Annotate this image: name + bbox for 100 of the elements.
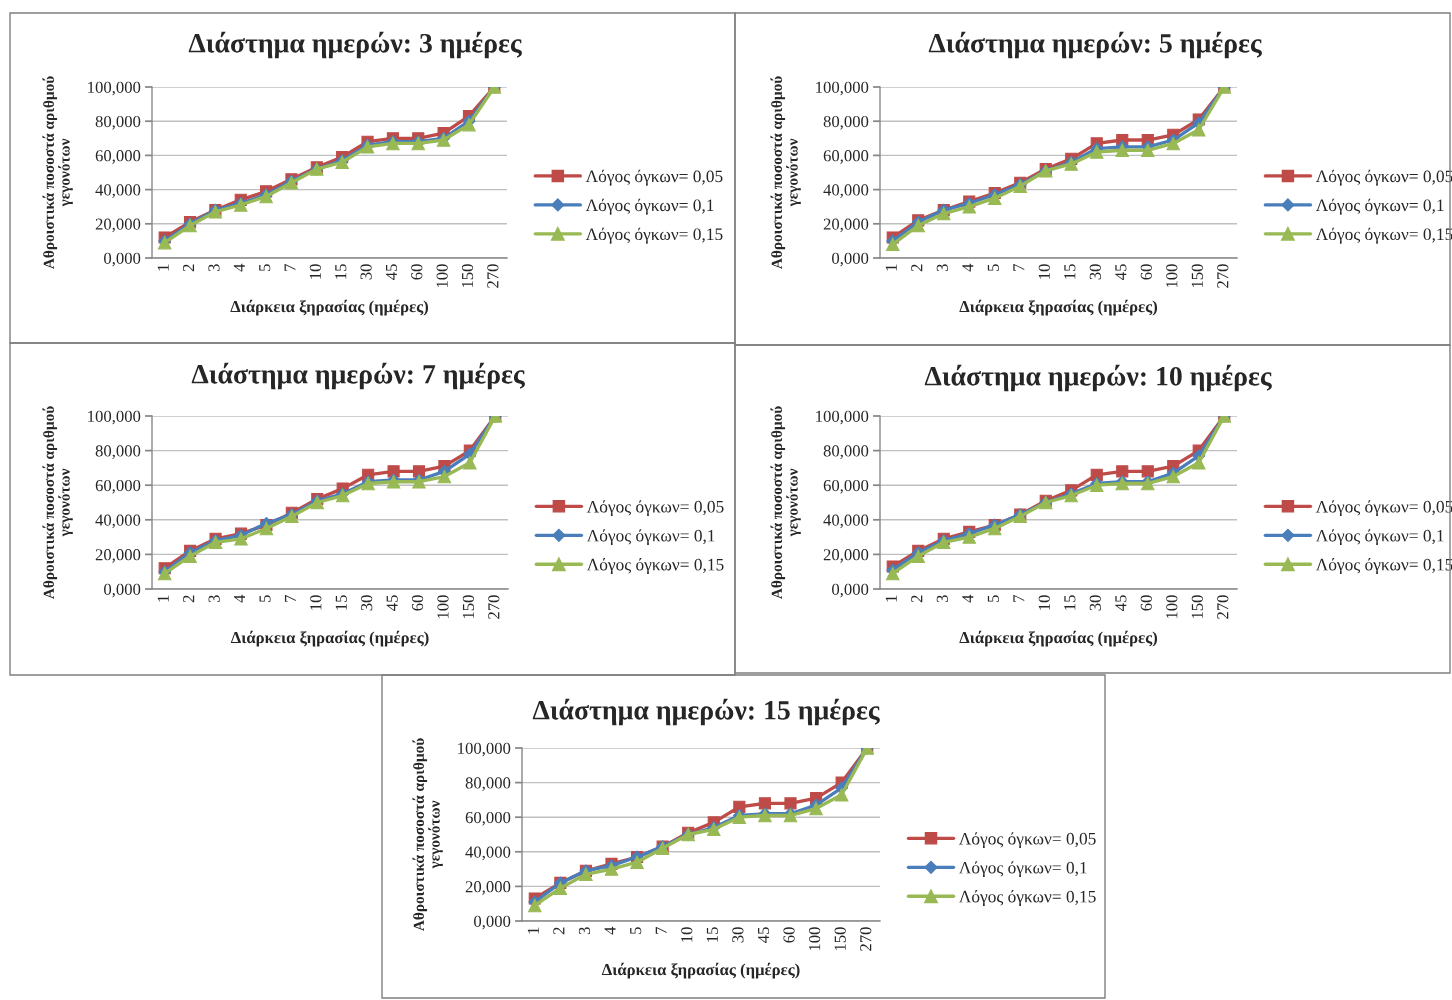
x-tick-label: 1: [885, 595, 897, 602]
x-tick-label: 2: [911, 595, 923, 603]
point: [234, 532, 248, 546]
point: [1191, 122, 1206, 137]
y-tick-label: 20,000: [823, 549, 869, 563]
x-tick-label: 7: [1013, 264, 1025, 271]
x-tick-label: 15: [1064, 595, 1076, 610]
point: [809, 801, 823, 816]
x-tick-label: 60: [1140, 264, 1152, 280]
y-tick-label: 40,000: [823, 514, 869, 529]
y-tick-label: 0,000: [832, 252, 869, 267]
x-tick-label: 10: [310, 595, 322, 610]
point: [1166, 136, 1181, 151]
x-tick-label: 3: [208, 595, 220, 603]
y-tick-label: 60,000: [95, 150, 141, 164]
point: [579, 867, 593, 882]
x-tick-label: 2: [183, 264, 195, 272]
point: [936, 206, 951, 221]
point: [259, 521, 274, 536]
y-tick-label: 40,000: [95, 514, 141, 529]
y-tick-label: 0,000: [104, 252, 141, 267]
x-tick-label: 270: [487, 264, 499, 288]
x-tick-label: 45: [386, 595, 398, 611]
point: [1191, 455, 1206, 470]
x-tick-label: 10: [681, 927, 693, 942]
x-tick-label: 3: [578, 927, 591, 935]
point: [1089, 145, 1104, 159]
x-tick-label: 150: [462, 595, 475, 619]
x-tick-label: 270: [488, 595, 500, 619]
x-axis-title: Διάρκεια ξηρασίας (ημέρες): [230, 299, 429, 316]
x-tick-label: 270: [860, 927, 872, 951]
point: [962, 199, 977, 214]
x-tick-label: 10: [1038, 264, 1050, 279]
x-tick-label: 270: [1217, 595, 1229, 619]
y-tick-label: 60,000: [465, 811, 511, 826]
point: [528, 898, 542, 913]
x-tick-label: 7: [1013, 595, 1025, 602]
x-tick-label: 30: [361, 595, 373, 611]
point: [437, 469, 452, 484]
y-tick-label: 80,000: [823, 115, 869, 130]
x-tick-label: 45: [1115, 595, 1127, 611]
x-tick-label: 4: [962, 263, 974, 272]
y-tick-label: 40,000: [95, 184, 141, 198]
x-tick-label: 15: [1064, 264, 1076, 279]
point: [1140, 143, 1155, 158]
y-axis-title: Αθροιστικά ποσοστά αριθμού γεγονότων: [42, 76, 73, 270]
legend-label: Λόγος όγκων= 0,15: [585, 227, 723, 244]
y-tick-label: 0,000: [104, 583, 141, 598]
y-tick-label: 60,000: [95, 479, 141, 494]
x-tick-label: 15: [706, 927, 718, 942]
point: [885, 566, 900, 581]
y-tick-label: 100,000: [458, 742, 511, 757]
y-tick-label: 80,000: [823, 445, 869, 459]
legend-label: Λόγος όγκων= 0,1: [585, 198, 714, 215]
point: [885, 237, 900, 252]
x-axis-title: Διάρκεια ξηρασίας (ημέρες): [230, 630, 429, 647]
x-tick-label: 2: [183, 595, 195, 603]
x-tick-label: 30: [1089, 264, 1101, 280]
x-tick-label: 10: [1038, 595, 1050, 610]
point: [1166, 469, 1181, 484]
y-tick-label: 0,000: [832, 583, 869, 598]
x-tick-label: 45: [757, 927, 770, 943]
x-tick-label: 5: [987, 264, 999, 271]
y-axis-title: Αθροιστικά ποσοστά αριθμού γεγονότων: [412, 738, 443, 932]
legend-label: Λόγος όγκων= 0,1: [1315, 198, 1444, 215]
y-tick-label: 100,000: [88, 81, 141, 96]
point: [911, 218, 926, 233]
x-tick-label: 7: [284, 595, 296, 602]
x-tick-label: 60: [783, 927, 795, 943]
x-tick-label: 10: [309, 264, 321, 279]
x-tick-label: 30: [360, 264, 372, 280]
x-tick-label: 4: [962, 594, 974, 603]
x-tick-label: 15: [335, 595, 347, 610]
y-tick-label: 80,000: [95, 445, 141, 459]
x-tick-label: 100: [437, 595, 449, 619]
x-tick-label: 30: [732, 927, 744, 943]
y-tick-label: 80,000: [465, 777, 511, 791]
y-tick-label: 40,000: [465, 846, 511, 861]
x-tick-label: 100: [436, 264, 448, 288]
x-tick-label: 1: [527, 927, 539, 934]
x-tick-label: 2: [553, 927, 565, 935]
x-tick-label: 100: [809, 927, 821, 951]
y-tick-label: 20,000: [823, 218, 869, 233]
x-tick-label: 7: [284, 264, 296, 271]
legend-label: Λόγος όγκων= 0,05: [585, 169, 723, 186]
x-tick-label: 270: [1217, 264, 1229, 288]
x-tick-label: 45: [1115, 264, 1127, 280]
x-tick-label: 4: [233, 263, 245, 272]
x-tick-label: 60: [1140, 595, 1152, 611]
x-tick-label: 150: [461, 264, 474, 288]
y-tick-label: 100,000: [88, 410, 141, 425]
legend-label: Λόγος όγκων= 0,05: [586, 500, 724, 517]
legend-label: Λόγος όγκων= 0,1: [586, 529, 715, 546]
y-tick-label: 20,000: [95, 218, 141, 233]
legend-label: Λόγος όγκων= 0,05: [1315, 500, 1452, 517]
x-tick-label: 45: [385, 264, 398, 280]
x-tick-label: 1: [885, 264, 897, 271]
x-tick-label: 15: [335, 264, 347, 279]
chart-title: Διάστημα ημερών: 3 ημέρες: [188, 31, 522, 59]
y-tick-label: 100,000: [816, 410, 869, 425]
